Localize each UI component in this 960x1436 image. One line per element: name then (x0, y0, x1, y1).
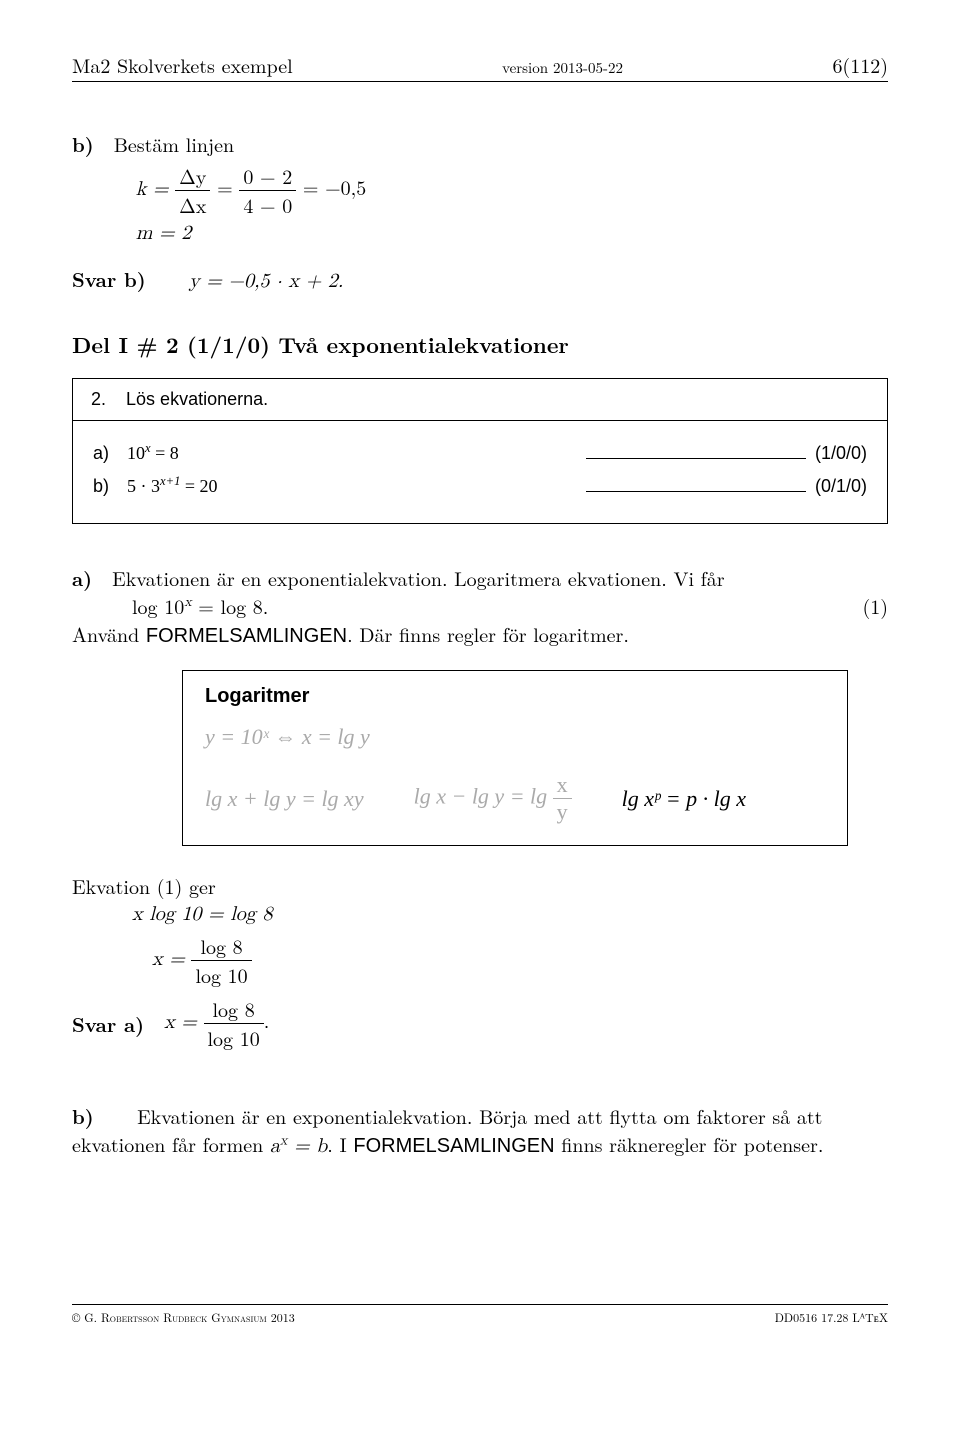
sol-a2-eq2-num: log 8 (191, 932, 251, 961)
sol-a-eq-lhs: log 10 (132, 591, 184, 620)
sol-b-line2-post1: . I (327, 1129, 353, 1158)
logaritmer-box: Logaritmer y = 10ˣ ⇔ x = lg y lg x + lg … (182, 670, 848, 846)
solution-b: b) Ekvationen är en exponentialekvation.… (72, 1102, 888, 1160)
svar-a-post: . (264, 1005, 270, 1034)
blank-b (586, 491, 806, 492)
part-b-title: Bestäm linjen (114, 130, 366, 158)
sol-a-line2-post: . Där finns regler för logaritmer. (347, 619, 629, 648)
footer-left-main: G. Robertsson Rudbeck Gymnasium 2013 (84, 1309, 295, 1326)
logbox-row2b-pre: lg x − lg y = lg (414, 784, 553, 809)
k-frac-num-sym: Δy (175, 162, 210, 191)
sol-a-eqnum: (1) (862, 592, 888, 620)
k-rhs: = −0,5 (303, 172, 366, 201)
k-eq1: = (217, 172, 233, 201)
blank-a (586, 458, 806, 459)
svar-b-label: Svar b) (72, 264, 146, 293)
svar-b-line: Svar b) y = −0,5 · x + 2. (72, 265, 888, 295)
sol-a2-eq2-lhs: x = (152, 949, 185, 969)
problem-box-bottom: a) 10x = 8 (1/0/0) b) 5 · 3x+1 = 20 (73, 421, 887, 523)
part-b-block: b) Bestäm linjen k = Δy Δx = 0 − 2 4 − 0… (72, 130, 888, 247)
sol-a2-eq2: x = log 8 log 10 (152, 932, 888, 989)
logbox-row2a: lg x + lg y = lg xy (205, 786, 364, 812)
sol-b-line2-sans: FORMELSAMLINGEN (353, 1135, 554, 1157)
sol-b-line1: Ekvationen är en exponentialekvation. Bö… (137, 1101, 822, 1130)
sol-a-line2-sans: FORMELSAMLINGEN (146, 625, 347, 647)
k-frac-den-val: 4 − 0 (239, 191, 296, 219)
sol-b-math-eq: = b (287, 1136, 327, 1156)
page: Ma2 Skolverkets exempel version 2013-05-… (0, 0, 960, 1356)
problem-box-top: 2. Lös ekvationerna. (73, 379, 887, 421)
problem-b-score: (0/1/0) (815, 476, 867, 496)
logbox-row1: y = 10ˣ ⇔ x = lg y (205, 724, 825, 750)
part-b-m-line: m = 2 (136, 219, 366, 247)
sol-a-line2-pre: Använd (72, 619, 146, 648)
b-sup: x+1 (160, 474, 180, 488)
problem-a-score: (1/0/0) (815, 443, 867, 463)
header-right: 6(112) (832, 50, 888, 79)
header-mid: version 2013-05-22 (502, 57, 623, 78)
solution-a: a) Ekvationen är en exponentialekvation.… (72, 564, 888, 650)
problem-number: 2. (91, 389, 106, 409)
logbox-row2b-den: y (553, 799, 572, 825)
b-lhs: 5 · 3 (127, 476, 160, 496)
a-rhs: = 8 (151, 443, 179, 463)
sol-a-eq: log 10x = log 8. (132, 592, 268, 620)
a-base: 10 (127, 443, 145, 463)
problem-a-label: a) (93, 443, 109, 464)
k-frac-den-sym: Δx (175, 191, 210, 219)
sol-a-line1: Ekvationen är en exponentialekvation. Lo… (112, 564, 725, 592)
logbox-row2: lg x + lg y = lg xy lg x − lg y = lg x y… (205, 772, 825, 825)
sol-a2-line1: Ekvation (1) ger (72, 872, 888, 900)
logbox-row2b: lg x − lg y = lg x y (414, 772, 572, 825)
k-lhs: k = (136, 179, 169, 199)
footer-left: © G. Robertsson Rudbeck Gymnasium 2013 (72, 1309, 295, 1326)
svar-a-den: log 10 (204, 1024, 264, 1052)
svar-a-label: Svar a) (72, 1010, 144, 1038)
problem-box: 2. Lös ekvationerna. a) 10x = 8 (1/0/0) (72, 378, 888, 524)
logbox-title: Logaritmer (205, 685, 825, 708)
sol-b-line2: ekvationen får formen ax = b. I FORMELSA… (72, 1130, 888, 1160)
sol-a-label: a) (72, 564, 92, 592)
sol-b-label: b) (72, 1101, 94, 1130)
part-b-label: b) (72, 130, 94, 247)
b-rhs: = 20 (180, 476, 217, 496)
svar-a-lhs: x = (164, 1012, 203, 1032)
part-b-k-line: k = Δy Δx = 0 − 2 4 − 0 = −0,5 (136, 162, 366, 219)
footer-copyright: © (72, 1309, 84, 1326)
page-header: Ma2 Skolverkets exempel version 2013-05-… (72, 50, 888, 79)
k-frac-num-val: 0 − 2 (239, 162, 296, 191)
header-left: Ma2 Skolverkets exempel (72, 50, 293, 79)
page-footer: © G. Robertsson Rudbeck Gymnasium 2013 D… (72, 1304, 888, 1326)
header-rule (72, 81, 888, 82)
sol-a-eq-rhs: = log 8. (192, 591, 269, 620)
sol-b-math-a: a (270, 1136, 280, 1156)
logbox-row2c: lg xᵖ = p · lg x (622, 786, 746, 812)
svar-a-num: log 8 (204, 995, 264, 1024)
svar-b-expr: y = −0,5 · x + 2. (189, 271, 343, 291)
del-title: Del I # 2 (1/1/0) Två exponentialekvatio… (72, 329, 888, 360)
sol-a-line2: Använd FORMELSAMLINGEN. Där finns regler… (72, 620, 888, 650)
svar-a-row: Svar a) x = log 8 log 10 . (72, 995, 888, 1052)
problem-b-row: b) 5 · 3x+1 = 20 (0/1/0) (93, 470, 867, 503)
sol-a-eq-sup: x (184, 595, 191, 609)
problem-b-label: b) (93, 476, 109, 497)
footer-right: DD0516 17.28 LᴬTᴇX (775, 1309, 888, 1326)
solution-a-cont: Ekvation (1) ger x log 10 = log 8 x = lo… (72, 872, 888, 1052)
logbox-row2b-num: x (553, 772, 572, 799)
sol-b-line2-post2: finns räkneregler för potenser. (555, 1129, 824, 1158)
problem-prompt: Lös ekvationerna. (126, 389, 268, 409)
sol-a2-eq1: x log 10 = log 8 (132, 900, 888, 928)
sol-b-line2-pre: ekvationen får formen (72, 1129, 270, 1158)
problem-a-row: a) 10x = 8 (1/0/0) (93, 437, 867, 470)
sol-a2-eq2-den: log 10 (191, 961, 251, 989)
